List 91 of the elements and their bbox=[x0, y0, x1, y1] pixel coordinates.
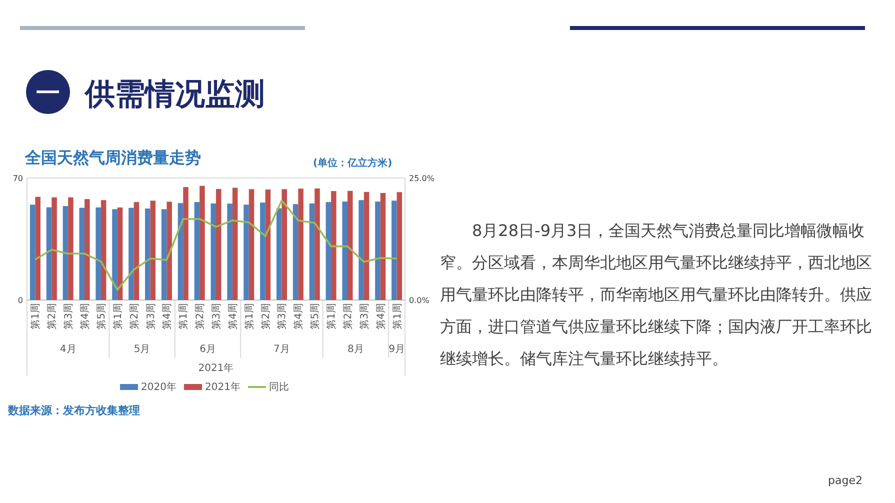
text: 7月 bbox=[274, 344, 290, 355]
x-tick-label: 第2周 bbox=[194, 303, 206, 330]
x-tick-label: 第5周 bbox=[95, 303, 108, 330]
bar bbox=[150, 200, 156, 300]
bar bbox=[314, 188, 320, 300]
x-tick-label: 第1周 bbox=[30, 303, 42, 330]
bar bbox=[216, 188, 222, 300]
bar bbox=[68, 197, 74, 300]
x-tick-label: 第2周 bbox=[260, 303, 272, 330]
bar bbox=[35, 196, 40, 300]
x-tick-label: 第1周 bbox=[178, 303, 190, 330]
bar bbox=[364, 192, 370, 300]
bar bbox=[183, 187, 188, 300]
bar bbox=[134, 202, 140, 300]
legend-label: 2020年 bbox=[141, 381, 176, 393]
bar bbox=[380, 192, 386, 300]
source-note: 数据来源：发布方收集整理 bbox=[7, 404, 140, 417]
bar bbox=[248, 189, 254, 300]
text: 一 bbox=[36, 79, 60, 107]
bar bbox=[52, 197, 57, 300]
x-tick-label: 第1周 bbox=[391, 303, 404, 330]
bar bbox=[46, 207, 52, 300]
bar bbox=[232, 188, 238, 300]
bar bbox=[178, 203, 184, 300]
bar bbox=[128, 208, 134, 300]
text: 4月 bbox=[60, 344, 76, 355]
bar bbox=[298, 188, 304, 300]
text: 9月 bbox=[388, 344, 405, 355]
x-tick-label: 第4周 bbox=[374, 303, 387, 330]
x-tick-label: 第3周 bbox=[144, 303, 157, 330]
text: 5月 bbox=[134, 344, 150, 355]
bar bbox=[276, 208, 282, 300]
bar bbox=[194, 202, 200, 300]
bar bbox=[358, 200, 364, 300]
y-tick-label: 70 bbox=[12, 174, 23, 183]
bar bbox=[30, 204, 36, 300]
bar bbox=[62, 206, 68, 300]
x-tick-label: 第1周 bbox=[326, 303, 338, 330]
bar bbox=[166, 202, 172, 300]
text: 供需情况监测 bbox=[84, 77, 265, 112]
bar bbox=[112, 209, 118, 300]
y2-tick-label: 25.0% bbox=[409, 174, 435, 183]
x-tick-label: 第4周 bbox=[79, 303, 92, 330]
bar bbox=[282, 189, 287, 300]
x-tick-label: 第2周 bbox=[342, 303, 354, 330]
line-series bbox=[34, 200, 398, 291]
bar bbox=[227, 204, 232, 300]
text: 8月 bbox=[348, 344, 364, 355]
bar bbox=[200, 186, 205, 300]
text: 6月 bbox=[200, 344, 216, 355]
text: 8月28日-9月3日，全国天然气消费总量同比增幅微幅收窄。分区域看，本周华北地区用气量环比继续持平，西北地区用气量环比由降转平，而华南地区用气量环比由降转升。供应方面，进口管道气供应量环比继续下降；国内液厂开工率环比继续增长。储气库注气量环比继续持平。 bbox=[440, 220, 873, 370]
bar bbox=[331, 191, 336, 300]
bar bbox=[100, 200, 106, 300]
x-tick-label: 第4周 bbox=[292, 303, 305, 330]
x-tick-label: 第2周 bbox=[128, 303, 140, 330]
x-tick-label: 第4周 bbox=[161, 303, 174, 330]
text: page2 bbox=[828, 474, 862, 487]
legend-label: 2021年 bbox=[205, 381, 240, 393]
bar bbox=[244, 204, 249, 300]
bar bbox=[342, 202, 348, 300]
bar bbox=[210, 203, 216, 300]
bar bbox=[96, 207, 101, 300]
x-tick-label: 第3周 bbox=[62, 303, 75, 330]
bar bbox=[265, 190, 271, 300]
chart-title: 全国天然气周消费量走势 bbox=[24, 148, 201, 167]
x-tick-label: 第1周 bbox=[112, 303, 124, 330]
bar bbox=[84, 199, 90, 300]
x-tick-label: 第2周 bbox=[46, 303, 58, 330]
x-tick-label: 第4周 bbox=[226, 303, 239, 330]
x-tick-label: 第1周 bbox=[243, 303, 256, 330]
text: 2021年 bbox=[198, 362, 234, 374]
y-tick-label: 0 bbox=[18, 296, 23, 305]
bar bbox=[292, 204, 298, 300]
bar bbox=[79, 208, 85, 300]
bar bbox=[145, 208, 150, 300]
bar bbox=[309, 203, 315, 300]
bar bbox=[392, 200, 397, 300]
bar bbox=[260, 202, 266, 300]
x-tick-label: 第5周 bbox=[309, 303, 322, 330]
text: (单位：亿立方米) bbox=[313, 157, 392, 169]
x-tick-label: 第3周 bbox=[210, 303, 222, 330]
bar bbox=[326, 202, 332, 300]
legend-label: 同比 bbox=[269, 381, 289, 393]
y2-tick-label: 0.0% bbox=[409, 296, 430, 305]
x-tick-label: 第3周 bbox=[358, 303, 370, 330]
x-tick-label: 第3周 bbox=[276, 303, 288, 330]
bar bbox=[117, 207, 123, 300]
bar bbox=[161, 209, 167, 300]
bar bbox=[347, 190, 353, 300]
bar bbox=[396, 192, 402, 300]
bar bbox=[375, 202, 380, 300]
